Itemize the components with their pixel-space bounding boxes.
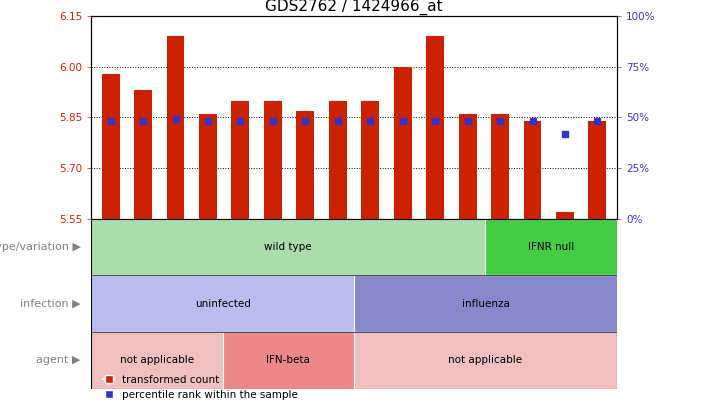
Bar [485, 219, 617, 275]
Bar [102, 74, 120, 219]
Bar [361, 100, 379, 219]
Bar [491, 114, 509, 219]
Text: agent ▶: agent ▶ [36, 356, 81, 365]
Text: wild type: wild type [264, 242, 312, 252]
Text: infection ▶: infection ▶ [20, 299, 81, 309]
Bar [329, 100, 347, 219]
Text: IFN-beta: IFN-beta [266, 356, 311, 365]
Bar [91, 332, 223, 389]
Bar [167, 36, 184, 219]
Bar [231, 100, 250, 219]
Text: influenza: influenza [461, 299, 510, 309]
Text: not applicable: not applicable [449, 356, 522, 365]
Bar [297, 111, 314, 219]
Bar [91, 219, 485, 275]
Bar [354, 275, 617, 332]
Title: GDS2762 / 1424966_at: GDS2762 / 1424966_at [265, 0, 443, 15]
Bar [394, 67, 411, 219]
Bar [588, 121, 606, 219]
Text: genotype/variation ▶: genotype/variation ▶ [0, 242, 81, 252]
Bar [223, 332, 354, 389]
Text: uninfected: uninfected [195, 299, 250, 309]
Bar [426, 36, 444, 219]
Bar [91, 275, 354, 332]
Bar [458, 114, 477, 219]
Bar [354, 332, 617, 389]
Bar [556, 212, 574, 219]
Text: not applicable: not applicable [120, 356, 194, 365]
Text: IFNR null: IFNR null [528, 242, 574, 252]
Bar [524, 121, 541, 219]
Bar [134, 90, 152, 219]
Legend: transformed count, percentile rank within the sample: transformed count, percentile rank withi… [103, 375, 298, 400]
Bar [199, 114, 217, 219]
Bar [264, 100, 282, 219]
